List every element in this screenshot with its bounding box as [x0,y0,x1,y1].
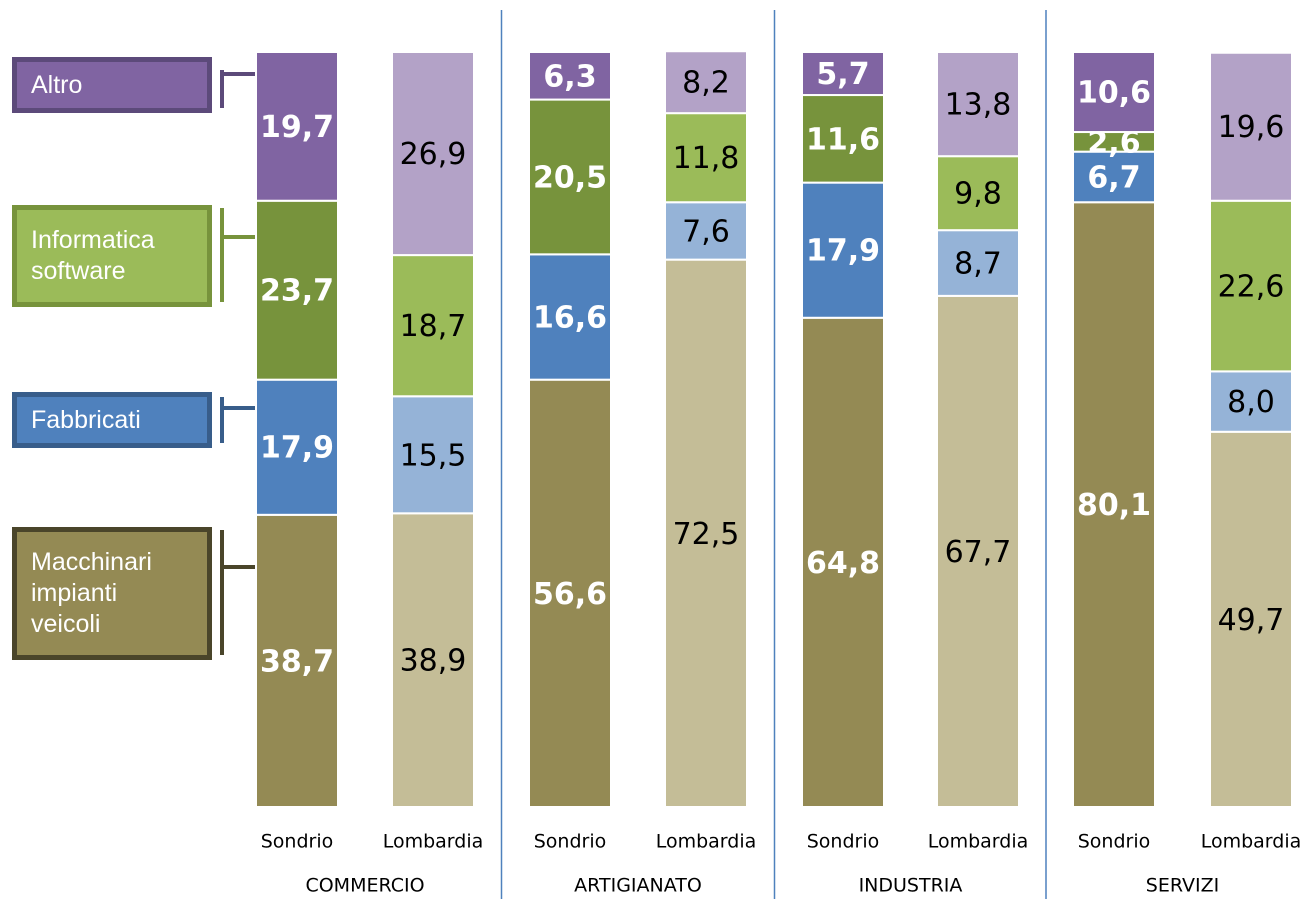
data-label: 10,6 [1077,76,1151,111]
bar-segment [1072,150,1156,204]
data-label: 49,7 [1218,603,1285,638]
group-label: INDUSTRIA [859,875,963,897]
data-label: 38,9 [400,644,467,679]
group-label: SERVIZI [1146,875,1219,897]
data-label: 11,8 [673,141,740,176]
data-label: 18,7 [400,309,467,344]
bar-segment [936,51,1020,158]
legend-label: Macchinari impianti veicoli [31,548,152,638]
data-label: 7,6 [682,214,730,249]
legend-label: Informatica software [31,226,155,285]
data-label: 15,5 [400,438,467,473]
bar-segment [801,94,885,184]
data-label: 16,6 [533,301,607,336]
group-label: ARTIGIANATO [574,875,702,897]
data-label: 19,7 [260,110,334,145]
bar-segment [1072,51,1156,134]
bar-segment [801,181,885,319]
bar-segment [936,294,1020,808]
legend-label: Altro [31,70,83,99]
legend-label: Fabbricati [31,405,141,434]
bar-segment [255,199,339,381]
x-tick-label: Sondrio [261,831,334,853]
bar-segment [528,378,612,808]
bar-segment [528,98,612,256]
bar-segment [936,155,1020,232]
x-tick-label: Sondrio [807,831,880,853]
legend-brackets [220,70,282,655]
data-label: 9,8 [954,177,1002,212]
data-label: 72,5 [673,517,740,552]
data-label: 67,7 [945,535,1012,570]
x-tick-label: Lombardia [1201,831,1302,853]
bar-segment [1209,370,1293,433]
legend-item: Altro [12,57,212,113]
bar-segment [801,51,885,97]
data-label: 17,9 [260,431,334,466]
data-label: 26,9 [400,137,467,172]
x-tick-label: Lombardia [383,831,484,853]
x-tick-label: Sondrio [1078,831,1151,853]
data-label: 5,7 [816,57,869,92]
x-tick-label: Lombardia [928,831,1029,853]
group-label: COMMERCIO [305,875,424,897]
data-label: 80,1 [1077,488,1151,523]
bar-segment [1072,201,1156,808]
data-label: 19,6 [1218,110,1285,145]
data-label: 64,8 [806,546,880,581]
bar-segment [528,253,612,381]
bar-segment [255,51,339,202]
data-label: 56,6 [533,577,607,612]
data-label: 17,9 [806,234,880,269]
bar-segment [255,513,339,808]
data-label: 6,7 [1087,160,1140,195]
data-label: 20,5 [533,160,607,195]
data-label: 8,2 [682,66,730,101]
data-label: 22,6 [1218,270,1285,305]
bar-segment [801,316,885,808]
legend-item: Fabbricati [12,392,212,448]
data-label: 38,7 [260,644,334,679]
data-label: 8,7 [954,247,1002,282]
bar-segment [255,378,339,516]
bar-segment [664,258,748,808]
x-tick-label: Lombardia [656,831,757,853]
legend-item: Macchinari impianti veicoli [12,527,212,660]
bar-segment [1209,430,1293,808]
data-label: 8,0 [1227,385,1275,420]
data-label: 23,7 [260,274,334,309]
data-label: 6,3 [543,59,596,94]
legend-item: Informatica software [12,205,212,307]
data-label: 13,8 [945,88,1012,123]
bar-segment [1209,51,1293,202]
bar-segment [664,50,748,115]
data-label: 11,6 [806,122,880,157]
bar-segment [391,512,475,808]
x-tick-label: Sondrio [534,831,607,853]
bar-segment [528,51,612,101]
bar-segment [391,51,475,257]
